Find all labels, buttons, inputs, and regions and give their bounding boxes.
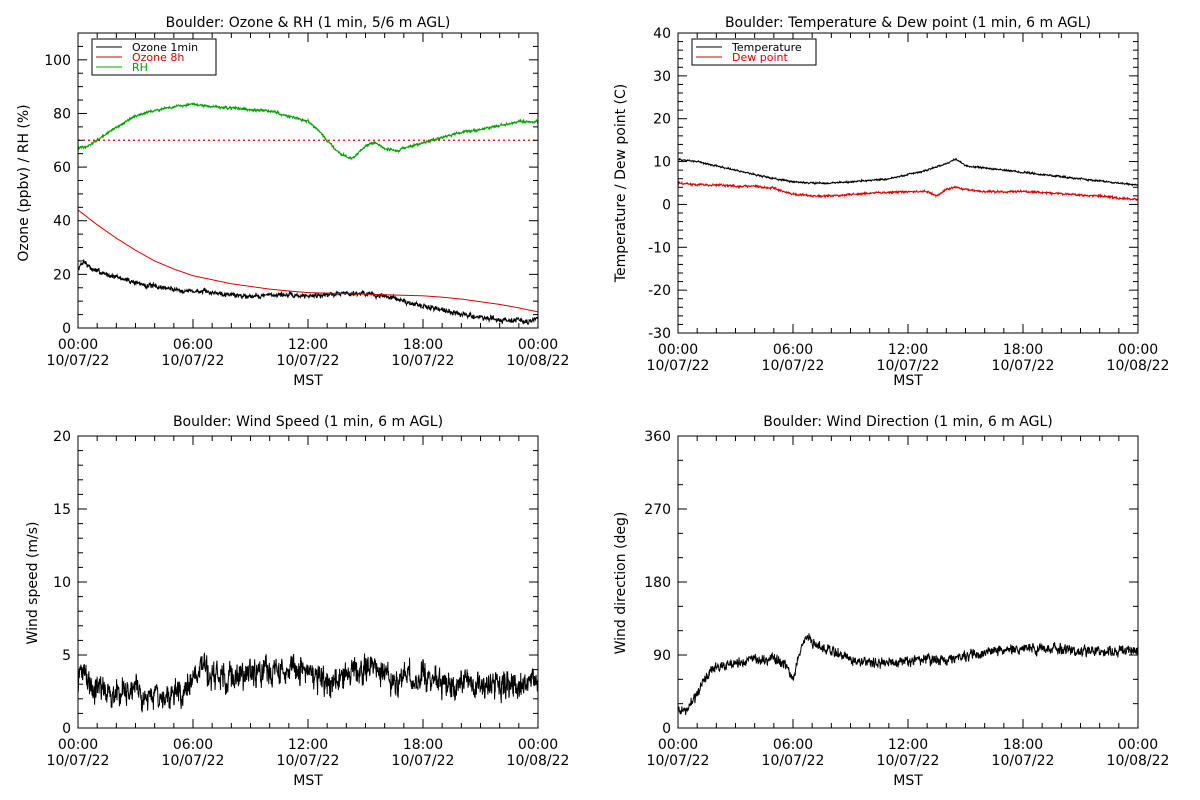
x-tick-date-label: 10/07/22 [992,753,1055,769]
x-tick-date-label: 10/07/22 [277,353,340,369]
x-tick-label: 00:00 [58,737,98,753]
x-tick-date-label: 10/07/22 [992,358,1055,374]
x-tick-label: 00:00 [658,737,698,753]
panel-title: Boulder: Wind Speed (1 min, 6 m AGL) [173,414,443,430]
y-tick-label: 10 [653,155,671,171]
y-tick-label: -10 [648,240,671,256]
y-tick-label: 0 [62,321,71,337]
x-tick-date-label: 10/07/22 [647,753,710,769]
x-axis-title: MST [893,373,923,389]
y-tick-label: 90 [653,648,671,664]
panel-title: Boulder: Wind Direction (1 min, 6 m AGL) [763,414,1052,430]
y-axis-title: Wind speed (m/s) [25,522,41,645]
y-tick-label: 40 [653,26,671,42]
y-tick-label: 270 [644,502,671,518]
x-tick-label: 12:00 [288,337,328,353]
y-tick-label: 5 [62,648,71,664]
x-tick-label: 12:00 [888,342,928,358]
x-tick-date-label: 10/07/22 [392,753,455,769]
x-axis-title: MST [293,773,323,789]
x-axis-title: MST [293,373,323,389]
y-tick-label: 360 [644,429,671,445]
y-tick-label: -30 [648,326,671,342]
x-tick-label: 06:00 [773,342,813,358]
x-tick-label: 00:00 [1118,737,1158,753]
x-tick-label: 00:00 [518,737,558,753]
x-tick-date-label: 10/07/22 [647,358,710,374]
x-tick-date-label: 10/08/22 [507,753,570,769]
y-tick-label: 40 [53,214,71,230]
y-axis-title: Wind direction (deg) [613,512,629,655]
x-axis-title: MST [893,773,923,789]
y-tick-label: 60 [53,160,71,176]
x-tick-label: 06:00 [773,737,813,753]
y-tick-label: 10 [53,575,71,591]
x-tick-label: 12:00 [288,737,328,753]
x-tick-date-label: 10/08/22 [1107,358,1170,374]
x-tick-label: 12:00 [888,737,928,753]
x-tick-label: 00:00 [518,337,558,353]
x-tick-date-label: 10/07/22 [392,353,455,369]
x-tick-label: 18:00 [1003,737,1043,753]
y-tick-label: 0 [662,721,671,737]
x-tick-label: 00:00 [58,337,98,353]
y-axis-title: Temperature / Dew point (C) [613,84,629,283]
y-axis-title: Ozone (ppbv) / RH (%) [16,104,32,261]
x-tick-date-label: 10/08/22 [1107,753,1170,769]
x-tick-date-label: 10/07/22 [762,753,825,769]
panel-title: Boulder: Temperature & Dew point (1 min,… [725,15,1091,31]
y-tick-label: 0 [62,721,71,737]
legend-label: RH [132,61,148,74]
x-tick-label: 00:00 [1118,342,1158,358]
y-tick-label: 20 [53,267,71,283]
y-tick-label: 0 [662,197,671,213]
y-tick-label: 20 [653,112,671,128]
y-tick-label: 30 [653,69,671,85]
x-tick-label: 00:00 [658,342,698,358]
x-tick-label: 06:00 [173,337,213,353]
x-tick-label: 06:00 [173,737,213,753]
legend-label: Dew point [732,51,788,64]
x-tick-date-label: 10/07/22 [47,353,110,369]
x-tick-date-label: 10/07/22 [162,353,225,369]
x-tick-date-label: 10/07/22 [877,358,940,374]
y-tick-label: 100 [44,53,71,69]
panel-title: Boulder: Ozone & RH (1 min, 5/6 m AGL) [166,15,451,31]
y-tick-label: 80 [53,106,71,122]
x-tick-date-label: 10/07/22 [162,753,225,769]
figure: Boulder: Ozone & RH (1 min, 5/6 m AGL) O… [0,0,1200,800]
x-tick-label: 18:00 [1003,342,1043,358]
y-tick-label: 15 [53,502,71,518]
x-tick-date-label: 10/07/22 [762,358,825,374]
x-tick-date-label: 10/08/22 [507,353,570,369]
figure-background [0,0,1200,800]
x-tick-date-label: 10/07/22 [277,753,340,769]
y-tick-label: 180 [644,575,671,591]
y-tick-label: -20 [648,283,671,299]
x-tick-label: 18:00 [403,737,443,753]
x-tick-date-label: 10/07/22 [877,753,940,769]
x-tick-date-label: 10/07/22 [47,753,110,769]
y-tick-label: 20 [53,429,71,445]
x-tick-label: 18:00 [403,337,443,353]
